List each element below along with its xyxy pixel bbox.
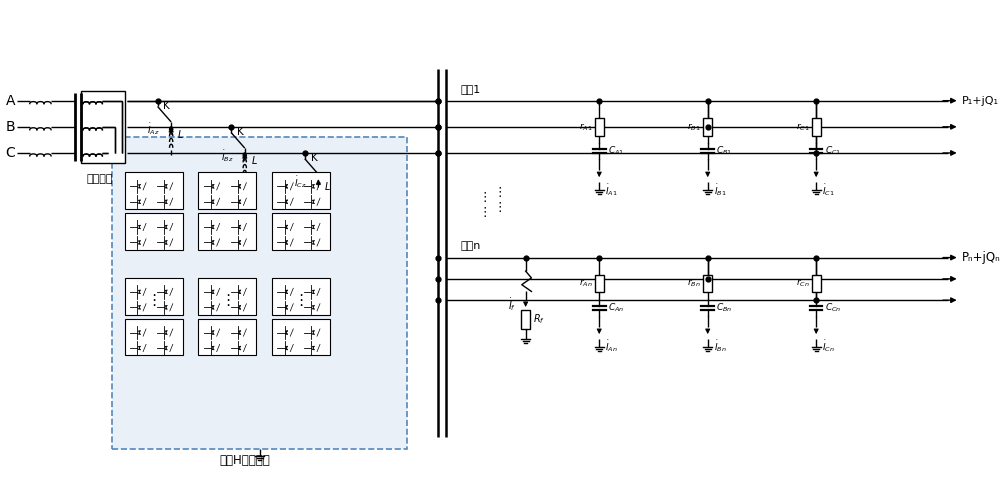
Text: $r_{B1}$: $r_{B1}$: [687, 121, 701, 133]
Text: $\dot{I}_{C1}$: $\dot{I}_{C1}$: [822, 182, 835, 198]
Text: ⋮
⋮: ⋮ ⋮: [493, 186, 506, 214]
Bar: [198, 319, 256, 355]
Text: $C_{Cn}$: $C_{Cn}$: [825, 302, 841, 314]
Text: $\dot{I}_{Bn}$: $\dot{I}_{Bn}$: [714, 339, 726, 354]
Bar: [198, 278, 256, 315]
Text: 线路n: 线路n: [461, 241, 481, 251]
Bar: [521, 310, 530, 329]
Text: $C_{Bn}$: $C_{Bn}$: [716, 302, 733, 314]
Text: $\dot{I}_{Bz}$: $\dot{I}_{Bz}$: [221, 148, 233, 163]
Text: Pₙ+jQₙ: Pₙ+jQₙ: [961, 251, 1000, 264]
Text: $C_{A1}$: $C_{A1}$: [608, 145, 624, 157]
Text: $\dot{I}_{An}$: $\dot{I}_{An}$: [605, 339, 618, 354]
Text: $r_{Cn}$: $r_{Cn}$: [796, 278, 809, 289]
Text: $\dot{I}_{B1}$: $\dot{I}_{B1}$: [714, 182, 726, 198]
Text: $r_{C1}$: $r_{C1}$: [796, 121, 809, 133]
Bar: [81, 91, 125, 163]
Bar: [812, 118, 821, 136]
Bar: [125, 278, 183, 315]
Bar: [125, 213, 183, 250]
Text: K: K: [311, 153, 317, 163]
Text: ⋮: ⋮: [293, 293, 309, 308]
Text: $r_{An}$: $r_{An}$: [579, 278, 592, 289]
Bar: [198, 172, 256, 209]
Bar: [703, 275, 712, 292]
Text: C: C: [6, 146, 15, 160]
Text: ⋮: ⋮: [146, 293, 161, 308]
Text: $\dot{I}_{A1}$: $\dot{I}_{A1}$: [605, 182, 618, 198]
Text: $C_{C1}$: $C_{C1}$: [825, 145, 841, 157]
Bar: [272, 172, 330, 209]
Text: K: K: [237, 127, 244, 137]
Text: $C_{An}$: $C_{An}$: [608, 302, 624, 314]
Text: $r_{A1}$: $r_{A1}$: [579, 121, 592, 133]
Bar: [125, 319, 183, 355]
Text: $C_{B1}$: $C_{B1}$: [716, 145, 733, 157]
Bar: [812, 275, 821, 292]
Text: K: K: [163, 101, 170, 111]
Text: P₁+jQ₁: P₁+jQ₁: [961, 96, 998, 106]
FancyBboxPatch shape: [112, 138, 407, 449]
Text: $\dot{I}_{Az}$: $\dot{I}_{Az}$: [147, 122, 160, 138]
Text: A: A: [6, 94, 15, 108]
Text: 级联H桥变流器: 级联H桥变流器: [220, 454, 270, 467]
Bar: [198, 213, 256, 250]
Text: 主变压器: 主变压器: [87, 174, 113, 184]
Bar: [272, 278, 330, 315]
Text: L: L: [178, 129, 183, 140]
Text: L: L: [325, 182, 331, 192]
Text: $\dot{I}_{Cn}$: $\dot{I}_{Cn}$: [822, 339, 835, 354]
Text: ⋮
⋮: ⋮ ⋮: [479, 191, 491, 219]
Text: ⋮: ⋮: [220, 293, 235, 308]
Text: B: B: [6, 120, 15, 134]
Text: $R_f$: $R_f$: [533, 313, 545, 326]
Bar: [595, 118, 604, 136]
Text: 线路1: 线路1: [461, 84, 481, 94]
Text: $\dot{I}_{Cz}$: $\dot{I}_{Cz}$: [294, 174, 307, 190]
Bar: [272, 319, 330, 355]
Text: L: L: [252, 156, 257, 166]
Bar: [703, 118, 712, 136]
Bar: [125, 172, 183, 209]
Text: $\dot{I}_f$: $\dot{I}_f$: [508, 296, 516, 312]
Bar: [272, 213, 330, 250]
Text: $r_{Bn}$: $r_{Bn}$: [687, 278, 701, 289]
Bar: [595, 275, 604, 292]
